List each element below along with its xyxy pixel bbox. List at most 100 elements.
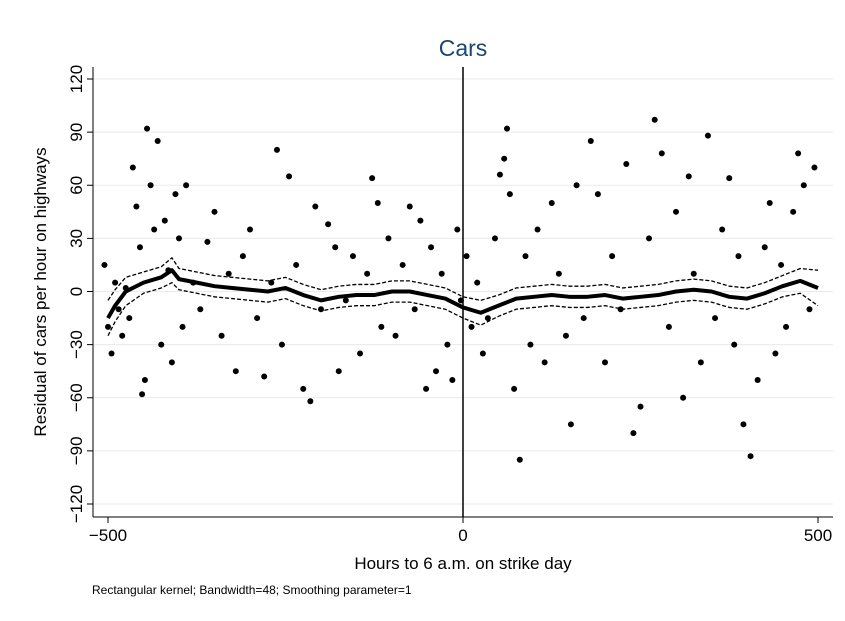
ci-upper xyxy=(107,257,819,302)
point xyxy=(637,403,644,410)
point xyxy=(740,421,747,428)
point xyxy=(129,164,136,171)
point xyxy=(697,359,704,366)
point xyxy=(286,173,293,180)
point xyxy=(151,226,158,233)
point xyxy=(658,150,665,157)
point xyxy=(101,261,108,268)
point xyxy=(646,235,653,242)
point xyxy=(795,150,802,157)
point xyxy=(136,244,143,251)
point xyxy=(254,315,261,322)
point xyxy=(766,199,773,206)
x-tick-label: 0 xyxy=(458,526,467,545)
point xyxy=(211,208,218,215)
y-axis-label: Residual of cars per hour on highways xyxy=(31,147,50,436)
point xyxy=(602,359,608,366)
point xyxy=(247,226,253,233)
point xyxy=(754,377,761,384)
point xyxy=(783,323,790,330)
point xyxy=(527,341,534,348)
point xyxy=(112,279,119,286)
point xyxy=(392,332,399,339)
point xyxy=(747,453,754,460)
y-tick-label: 120 xyxy=(67,65,86,93)
point xyxy=(105,323,111,330)
point xyxy=(218,332,225,339)
point xyxy=(463,253,470,260)
point xyxy=(293,261,300,268)
point xyxy=(623,161,630,167)
point xyxy=(176,235,182,242)
note: Rectangular kernel; Bandwidth=48; Smooth… xyxy=(92,583,412,597)
y-tick-label: 30 xyxy=(67,229,86,248)
point xyxy=(273,146,280,153)
point xyxy=(325,221,332,228)
point xyxy=(761,244,768,251)
point xyxy=(126,315,133,322)
point xyxy=(423,385,430,392)
point xyxy=(491,235,498,242)
point xyxy=(417,217,424,224)
point xyxy=(411,306,418,313)
point xyxy=(516,456,523,463)
point xyxy=(307,398,314,405)
point xyxy=(141,377,148,384)
y-tick-label: 60 xyxy=(67,176,86,195)
point xyxy=(541,359,548,366)
point xyxy=(704,132,711,139)
point xyxy=(332,244,339,251)
point xyxy=(580,315,587,322)
point xyxy=(474,279,481,286)
point xyxy=(479,350,486,357)
point xyxy=(468,323,475,330)
point xyxy=(651,116,658,123)
point xyxy=(587,137,594,144)
point xyxy=(335,368,342,375)
point xyxy=(790,208,797,215)
point xyxy=(811,164,818,171)
point xyxy=(567,421,574,428)
point xyxy=(278,341,285,348)
y-tick-label: −120 xyxy=(67,485,86,523)
point xyxy=(428,244,435,251)
point xyxy=(300,385,307,392)
point xyxy=(685,173,692,180)
point xyxy=(609,253,616,260)
point xyxy=(147,182,154,189)
point xyxy=(778,261,785,268)
point xyxy=(312,203,319,210)
point xyxy=(268,279,275,286)
y-tick-label: 0 xyxy=(67,287,86,296)
x-tick-label: −500 xyxy=(89,526,127,545)
point xyxy=(496,171,503,178)
point xyxy=(239,253,246,260)
point xyxy=(630,430,637,437)
point xyxy=(449,377,456,384)
point xyxy=(172,191,179,198)
x-tick-label: 500 xyxy=(804,526,832,545)
point xyxy=(369,175,376,182)
point xyxy=(158,341,165,348)
point xyxy=(594,191,601,198)
point xyxy=(168,359,175,366)
point xyxy=(457,297,464,304)
point xyxy=(119,332,126,339)
point xyxy=(548,199,555,206)
point xyxy=(342,297,349,304)
point xyxy=(183,182,190,189)
x-axis-label: Hours to 6 a.m. on strike day xyxy=(354,554,572,573)
point xyxy=(225,270,232,277)
point xyxy=(800,182,807,189)
point xyxy=(504,125,511,132)
point xyxy=(484,315,491,322)
point xyxy=(144,125,151,132)
point xyxy=(399,261,406,268)
ci-lower xyxy=(107,281,819,337)
y-tick-label: −30 xyxy=(67,330,86,359)
point xyxy=(772,350,779,357)
point xyxy=(534,226,541,233)
point xyxy=(115,306,122,313)
point xyxy=(349,253,356,260)
